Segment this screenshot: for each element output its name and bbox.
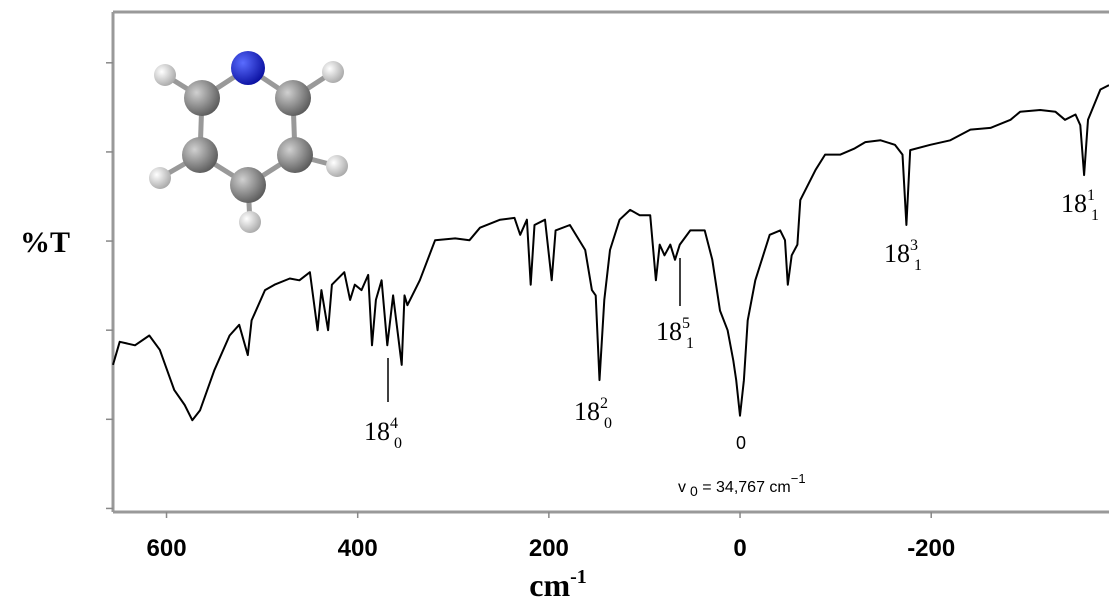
- x-axis-label-text: cm: [529, 567, 570, 602]
- y-axis-label: %T: [20, 226, 70, 259]
- x-tick-label: 600: [147, 535, 187, 562]
- x-tick-label: 400: [338, 535, 378, 562]
- origin-note-symbol: v: [678, 479, 686, 496]
- origin-label: 0: [736, 433, 746, 453]
- annotation-sub: 0: [604, 415, 612, 432]
- annotation-text: 18: [1061, 189, 1087, 218]
- annotation-sup: 5: [682, 315, 690, 332]
- annotation-text: 18: [884, 239, 910, 268]
- annotation-text: 18: [574, 397, 600, 426]
- annotation-sup: 2: [600, 395, 608, 412]
- x-axis-label: cm-1: [529, 566, 587, 602]
- origin-note-sup: −1: [791, 471, 806, 486]
- x-tick-label: 200: [529, 535, 569, 562]
- annotation-sub: 1: [686, 335, 694, 352]
- x-tick-label: -200: [907, 535, 955, 562]
- annotation-sub: 0: [394, 435, 402, 452]
- annotation-sup: 4: [390, 415, 398, 432]
- annotation-sup: 3: [910, 237, 918, 254]
- annotation-text: 18: [364, 417, 390, 446]
- annotation-sup: 1: [1087, 187, 1095, 204]
- molecule: [149, 51, 348, 233]
- annotation-text: 18: [656, 317, 682, 346]
- annotation-sub: 1: [1091, 207, 1099, 224]
- annotation-sub: 1: [914, 257, 922, 274]
- chart: 6004002000-200%Tcm-118401820185118311811…: [0, 0, 1109, 602]
- spectrum-line: [113, 85, 1109, 420]
- x-axis-label-sup: -1: [570, 566, 587, 588]
- origin-note-sub: 0: [690, 483, 698, 499]
- origin-note-rest: = 34,767 cm: [698, 479, 791, 496]
- x-tick-label: 0: [733, 535, 746, 562]
